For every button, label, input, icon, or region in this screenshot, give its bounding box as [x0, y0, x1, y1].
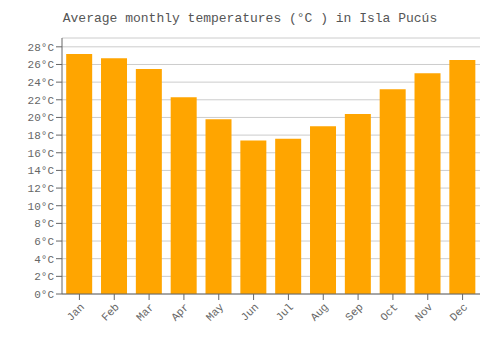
svg-text:8°C: 8°C: [34, 218, 54, 230]
svg-text:Apr: Apr: [169, 301, 191, 323]
svg-text:Jun: Jun: [239, 301, 261, 323]
svg-text:4°C: 4°C: [34, 254, 54, 266]
svg-text:Sep: Sep: [343, 301, 365, 323]
svg-text:16°C: 16°C: [28, 148, 55, 160]
svg-text:14°C: 14°C: [28, 165, 55, 177]
svg-text:24°C: 24°C: [28, 77, 55, 89]
svg-text:0°C: 0°C: [34, 289, 54, 301]
svg-text:Mar: Mar: [134, 301, 156, 323]
svg-text:May: May: [204, 301, 227, 324]
svg-text:12°C: 12°C: [28, 183, 55, 195]
svg-text:6°C: 6°C: [34, 236, 54, 248]
svg-text:Jul: Jul: [274, 301, 296, 323]
svg-text:28°C: 28°C: [28, 42, 55, 54]
svg-text:Jan: Jan: [65, 301, 87, 323]
svg-text:Dec: Dec: [448, 301, 470, 323]
svg-text:10°C: 10°C: [28, 201, 55, 213]
svg-text:Aug: Aug: [308, 301, 330, 323]
svg-text:Oct: Oct: [378, 301, 400, 323]
svg-text:Nov: Nov: [413, 301, 436, 324]
svg-text:26°C: 26°C: [28, 59, 55, 71]
svg-text:2°C: 2°C: [34, 271, 54, 283]
html-text:Average monthly temperatures (: Average monthly temperatures (°C ) in Is…: [62, 11, 438, 26]
svg-text:18°C: 18°C: [28, 130, 55, 142]
svg-text:20°C: 20°C: [28, 112, 55, 124]
svg-text:Feb: Feb: [99, 301, 121, 323]
svg-text:22°C: 22°C: [28, 95, 55, 107]
